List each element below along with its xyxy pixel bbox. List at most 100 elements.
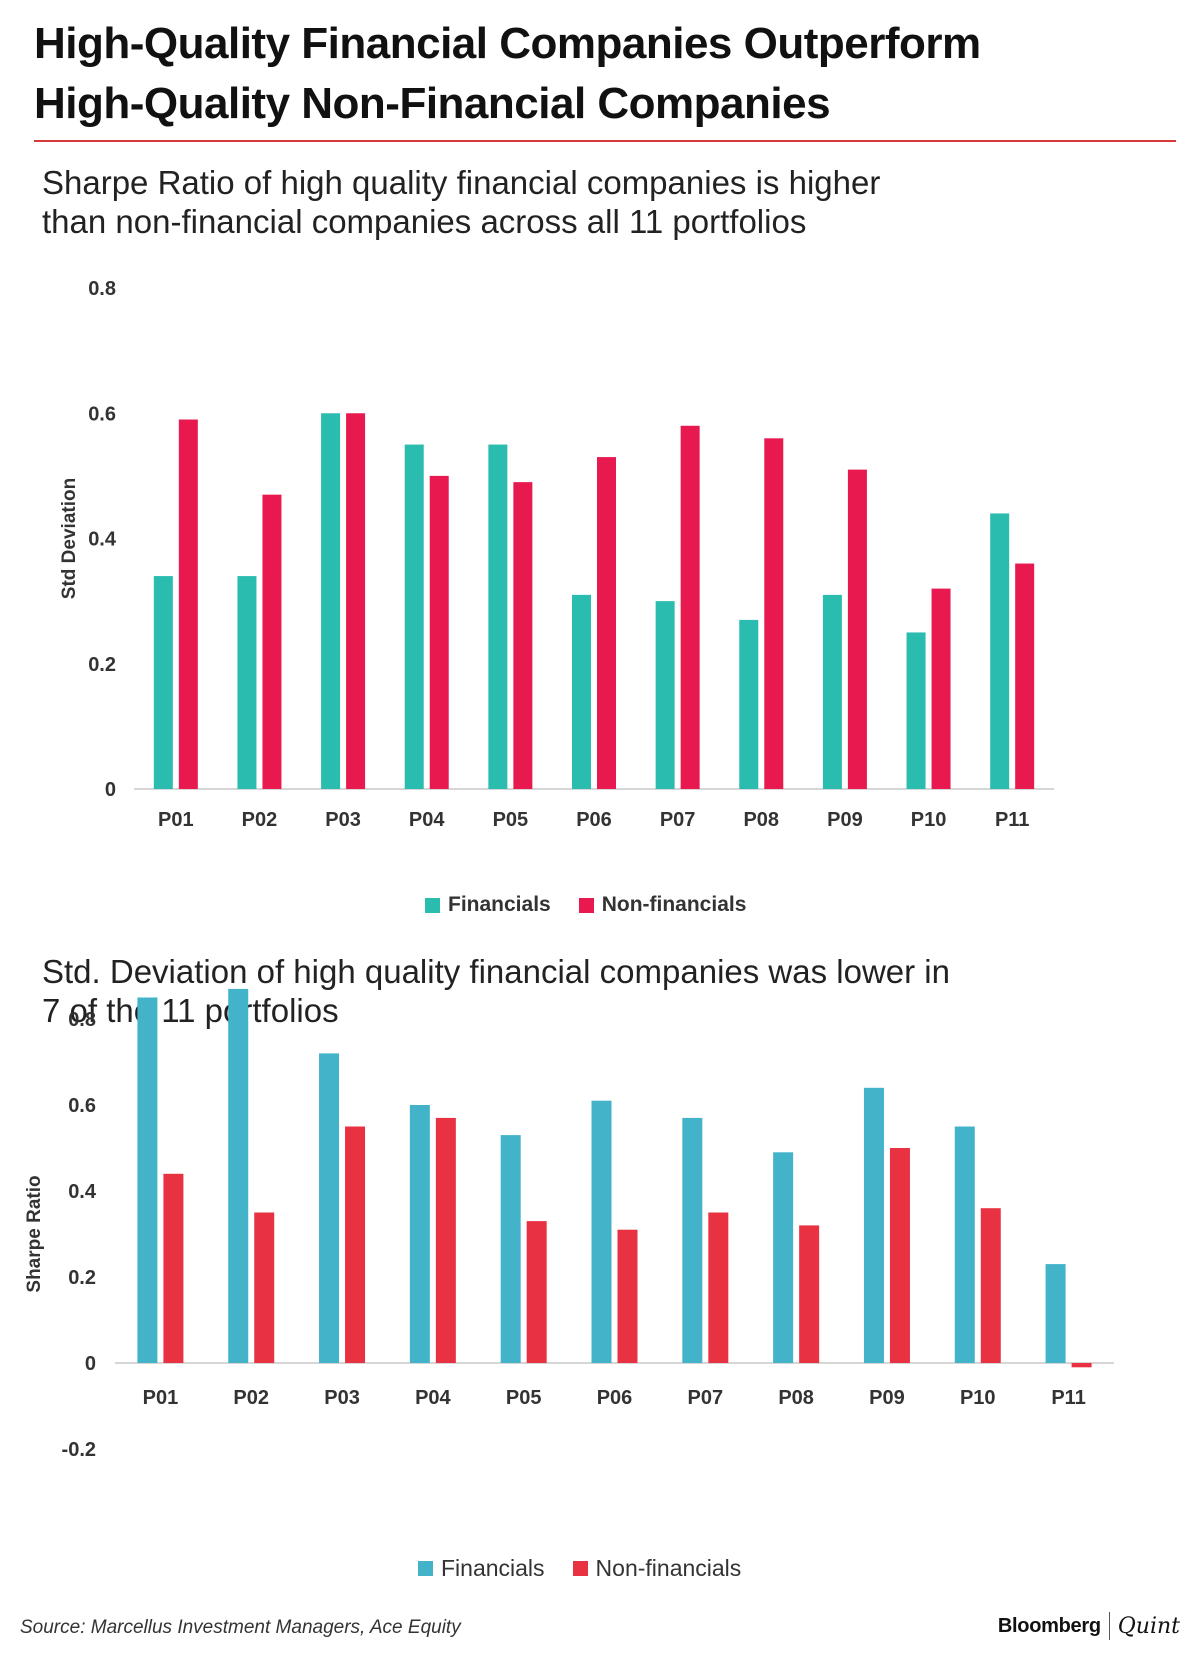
y-tick-label: 0.2 bbox=[68, 1267, 96, 1289]
bar-nonfinancials-p08 bbox=[799, 1225, 820, 1363]
x-category-label: P09 bbox=[869, 1387, 905, 1409]
bar-nonfinancials-p03 bbox=[346, 413, 366, 789]
legend-label: Non-financials bbox=[601, 893, 747, 916]
bar-financials-p03 bbox=[321, 413, 341, 789]
bar-nonfinancials-p01 bbox=[163, 1173, 184, 1363]
bar-nonfinancials-p06 bbox=[617, 1229, 638, 1363]
brand-bloomberg: Bloomberg bbox=[997, 1614, 1101, 1637]
bar-financials-p10 bbox=[906, 632, 926, 789]
x-category-label: P07 bbox=[660, 809, 696, 831]
bar-nonfinancials-p09 bbox=[889, 1148, 910, 1363]
chart1-legend-financials: Financials bbox=[425, 893, 551, 917]
chart2-legend: Financials Non-financials bbox=[418, 1555, 741, 1582]
x-category-label: P06 bbox=[576, 809, 612, 831]
bar-financials-p02 bbox=[228, 988, 249, 1363]
y-tick-label: 0.6 bbox=[88, 403, 116, 425]
source-note: Source: Marcellus Investment Managers, A… bbox=[20, 1617, 461, 1638]
legend-label: Financials bbox=[448, 893, 551, 916]
x-category-label: P09 bbox=[827, 809, 863, 831]
legend-label: Non-financials bbox=[595, 1555, 742, 1581]
y-tick-label: 0 bbox=[105, 779, 116, 801]
title-line-2: High-Quality Non-Financial Companies bbox=[34, 79, 831, 128]
std-deviation-chart: 0 0.2 0.4 0.6 0.8 Std Deviation P01 P02 P03 P04 P0… bbox=[59, 278, 1054, 831]
nonfinancials-swatch bbox=[572, 1561, 588, 1576]
bar-financials-p09 bbox=[863, 1087, 884, 1363]
x-category-label: P10 bbox=[960, 1387, 996, 1409]
bar-nonfinancials-p09 bbox=[847, 469, 867, 789]
bar-nonfinancials-p11 bbox=[1015, 563, 1035, 789]
bar-financials-p11 bbox=[990, 513, 1010, 789]
y-axis-title: Std Deviation bbox=[59, 478, 80, 599]
bar-nonfinancials-p10 bbox=[931, 588, 951, 789]
y-tick-label: 0.8 bbox=[88, 278, 116, 300]
bar-financials-p06 bbox=[591, 1100, 612, 1363]
bar-financials-p06 bbox=[572, 594, 591, 789]
chart1-legend-nonfinancials: Non-financials bbox=[578, 893, 747, 917]
bar-financials-p05 bbox=[500, 1135, 521, 1363]
x-category-label: P03 bbox=[325, 809, 361, 831]
y-tick-label: -0.2 bbox=[62, 1439, 96, 1461]
bar-financials-p07 bbox=[682, 1117, 703, 1363]
bar-nonfinancials-p05 bbox=[526, 1221, 547, 1363]
y-tick-label: 0 bbox=[85, 1353, 96, 1375]
x-category-label: P03 bbox=[324, 1387, 360, 1409]
bar-nonfinancials-p05 bbox=[513, 482, 533, 789]
y-tick-label: 0.2 bbox=[88, 654, 116, 676]
bar-nonfinancials-p01 bbox=[178, 419, 198, 789]
bar-nonfinancials-p02 bbox=[262, 494, 282, 789]
chart2-title-line-1: Std. Deviation of high quality financial… bbox=[42, 953, 950, 990]
title-rule bbox=[34, 140, 1176, 142]
bar-financials-p04 bbox=[404, 444, 424, 789]
chart2-legend-financials: Financials bbox=[418, 1555, 545, 1582]
bar-financials-p08 bbox=[739, 619, 759, 789]
x-category-label: P02 bbox=[233, 1387, 269, 1409]
bar-nonfinancials-p10 bbox=[980, 1208, 1001, 1363]
bar-nonfinancials-p06 bbox=[597, 457, 616, 789]
page-title: High-Quality Financial Companies Outperf… bbox=[34, 14, 1154, 134]
brand-quint: Quint bbox=[1117, 1613, 1180, 1639]
bar-nonfinancials-p07 bbox=[680, 425, 700, 789]
bar-financials-p10 bbox=[954, 1126, 975, 1363]
nonfinancials-swatch bbox=[578, 897, 594, 913]
x-category-label: P08 bbox=[778, 1387, 814, 1409]
bar-nonfinancials-p11 bbox=[1071, 1363, 1092, 1368]
x-category-label: P01 bbox=[143, 1387, 179, 1409]
bar-financials-p11 bbox=[1045, 1264, 1066, 1363]
financials-swatch bbox=[418, 1561, 433, 1576]
bar-financials-p01 bbox=[137, 997, 158, 1363]
chart1-title-line-2: than non-financial companies across all … bbox=[42, 203, 807, 240]
y-tick-label: 0.4 bbox=[68, 1181, 97, 1203]
bar-financials-p03 bbox=[319, 1053, 340, 1363]
x-category-label: P10 bbox=[911, 809, 947, 831]
x-category-label: P01 bbox=[158, 809, 194, 831]
title-line-1: High-Quality Financial Companies Outperf… bbox=[34, 19, 981, 68]
chart1-title-line-1: Sharpe Ratio of high quality financial c… bbox=[42, 164, 881, 201]
x-category-label: P07 bbox=[688, 1387, 724, 1409]
y-axis-title: Sharpe Ratio bbox=[24, 1175, 45, 1292]
x-category-label: P02 bbox=[242, 809, 278, 831]
bar-nonfinancials-p04 bbox=[429, 475, 449, 789]
x-category-label: P04 bbox=[415, 1387, 451, 1409]
financials-swatch bbox=[425, 897, 440, 913]
x-category-label: P11 bbox=[1051, 1387, 1085, 1409]
bar-financials-p08 bbox=[773, 1152, 794, 1363]
chart2-title-line-2: 7 of the 11 portfolios bbox=[42, 992, 339, 1029]
chart2-title: Std. Deviation of high quality financial… bbox=[42, 952, 1042, 1030]
bar-nonfinancials-p08 bbox=[764, 438, 784, 789]
sharpe-ratio-chart: -0.2 0 0.2 0.4 0.6 0.8 Sharpe Ratio P01 P02 P03 P0… bbox=[24, 988, 1114, 1461]
chart1-legend: Financials Non-financials bbox=[425, 893, 746, 917]
bar-financials-p07 bbox=[655, 601, 675, 789]
bar-financials-p02 bbox=[237, 576, 257, 789]
y-tick-label: 0.4 bbox=[88, 529, 117, 551]
y-tick-label: 0.8 bbox=[68, 1009, 96, 1031]
bar-nonfinancials-p07 bbox=[708, 1212, 729, 1363]
legend-label: Financials bbox=[441, 1555, 545, 1581]
x-category-label: P11 bbox=[995, 809, 1029, 831]
chart2-legend-nonfinancials: Non-financials bbox=[572, 1555, 742, 1582]
bar-financials-p09 bbox=[822, 594, 842, 789]
bar-nonfinancials-p04 bbox=[435, 1117, 456, 1363]
bar-financials-p05 bbox=[488, 444, 508, 789]
x-category-label: P06 bbox=[597, 1387, 633, 1409]
brand-logo: Bloomberg Quint bbox=[998, 1612, 1180, 1640]
bar-financials-p01 bbox=[153, 576, 173, 789]
